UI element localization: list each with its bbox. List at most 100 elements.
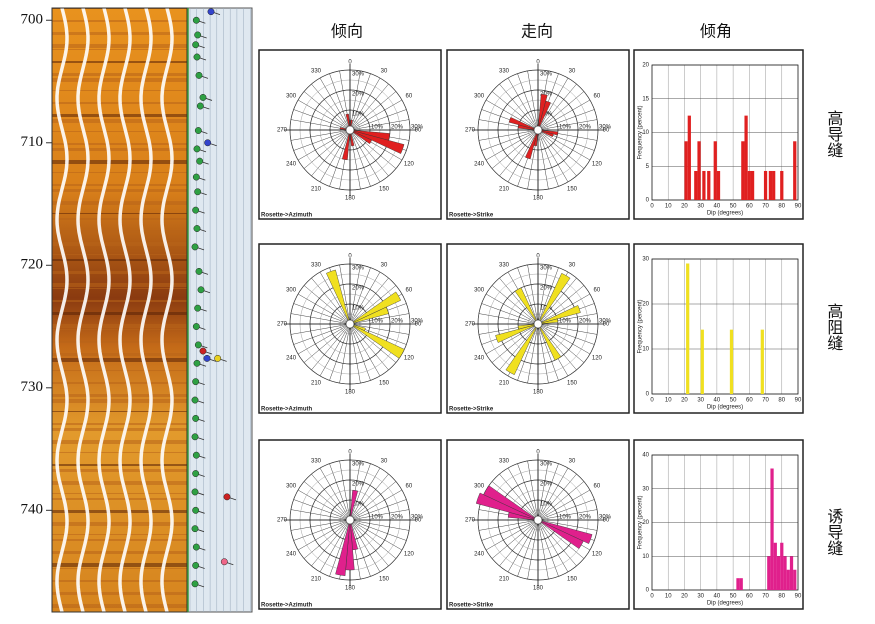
angle-label: 210 xyxy=(311,380,322,386)
bar xyxy=(786,569,790,590)
bar xyxy=(750,170,755,200)
log-band xyxy=(52,312,187,315)
angle-label: 300 xyxy=(474,484,485,490)
bar xyxy=(767,556,771,590)
angle-label: 300 xyxy=(474,94,485,100)
tadpole xyxy=(192,561,200,569)
petal xyxy=(537,323,562,361)
ring-label: 20% xyxy=(391,125,404,131)
petal xyxy=(525,129,539,160)
angle-label: 30 xyxy=(381,69,388,75)
tadpole xyxy=(193,359,201,367)
angle-label: 330 xyxy=(311,459,322,465)
angle-label: 270 xyxy=(277,128,288,134)
tadpole xyxy=(203,354,211,362)
x-tick-label: 10 xyxy=(665,204,672,210)
angle-label: 0 xyxy=(536,254,540,260)
y-tick-label: 20 xyxy=(642,63,649,69)
y-tick-label: 30 xyxy=(642,257,649,263)
log-band xyxy=(52,481,187,485)
bar xyxy=(687,115,691,200)
x-tick-label: 90 xyxy=(795,204,802,210)
x-tick-label: 40 xyxy=(714,594,721,600)
depth-label: 740 xyxy=(21,502,44,518)
tadpole xyxy=(191,433,199,441)
bar xyxy=(770,468,774,590)
x-tick-label: 60 xyxy=(746,204,753,210)
plot-frame xyxy=(651,258,799,395)
petal xyxy=(508,117,539,131)
x-tick-label: 80 xyxy=(778,398,785,404)
log-band xyxy=(52,358,187,362)
petal xyxy=(537,100,551,131)
petal xyxy=(514,287,539,325)
ring-label: 20% xyxy=(579,319,592,325)
bar xyxy=(697,141,701,200)
log-band xyxy=(52,353,187,356)
angle-label: 210 xyxy=(311,576,322,582)
y-tick-label: 10 xyxy=(642,130,649,136)
center xyxy=(533,125,543,135)
log-band xyxy=(52,423,187,425)
ring-label: 20% xyxy=(579,515,592,521)
log-band xyxy=(52,440,187,444)
bar xyxy=(768,170,773,200)
log-band xyxy=(52,119,187,123)
bar xyxy=(773,542,777,590)
bar xyxy=(783,556,787,590)
log-band xyxy=(52,539,187,541)
log-band xyxy=(52,411,187,412)
bar xyxy=(793,569,797,590)
angle-label: 60 xyxy=(594,94,601,100)
angle-label: 300 xyxy=(474,288,485,294)
petal xyxy=(475,492,539,521)
ring-label: 30% xyxy=(352,462,365,468)
bar xyxy=(736,578,740,590)
ring-label: 20% xyxy=(540,482,553,488)
rose-label: Rosette->Azimuth xyxy=(261,407,313,413)
tadpole xyxy=(192,16,200,24)
angle-label: 150 xyxy=(567,380,578,386)
angle-label: 60 xyxy=(406,288,413,294)
row-label: 高阻缝 xyxy=(824,303,843,351)
rose-label: Rosette->Strike xyxy=(449,407,494,413)
y-tick-label: 40 xyxy=(642,453,649,459)
log-band xyxy=(52,288,187,289)
petal xyxy=(326,269,351,325)
angle-label: 180 xyxy=(345,390,356,396)
sinusoid xyxy=(160,7,174,613)
tadpole xyxy=(192,451,200,459)
tadpole xyxy=(193,225,201,232)
log-band xyxy=(52,143,187,145)
log-frame xyxy=(51,7,188,613)
row-label: 高导缝 xyxy=(824,110,843,158)
angle-label: 240 xyxy=(286,552,297,558)
angle-label: 120 xyxy=(404,356,415,362)
angle-label: 330 xyxy=(311,69,322,75)
x-tick-label: 20 xyxy=(681,398,688,404)
ring-label: 20% xyxy=(352,92,365,98)
x-tick-label: 0 xyxy=(650,204,654,210)
angle-label: 90 xyxy=(603,518,610,524)
y-tick-label: 0 xyxy=(646,392,650,398)
bar xyxy=(780,170,784,200)
x-axis-label: Dip (degrees) xyxy=(707,405,743,411)
tadpole xyxy=(194,188,202,196)
log-band xyxy=(52,370,187,371)
log-band xyxy=(52,44,187,48)
petal xyxy=(517,323,539,330)
column-header: 走向 xyxy=(521,23,553,41)
ring-label: 20% xyxy=(391,319,404,325)
petal xyxy=(505,323,539,376)
x-tick-label: 60 xyxy=(746,398,753,404)
ring-label: 30% xyxy=(540,266,553,272)
angle-label: 210 xyxy=(499,576,510,582)
tadpole xyxy=(204,139,212,147)
x-tick-label: 0 xyxy=(650,594,654,600)
y-tick-label: 0 xyxy=(646,198,650,204)
tadpole xyxy=(207,8,215,16)
angle-label: 270 xyxy=(465,518,476,524)
angle-label: 30 xyxy=(569,459,576,465)
tadpole xyxy=(191,396,199,404)
